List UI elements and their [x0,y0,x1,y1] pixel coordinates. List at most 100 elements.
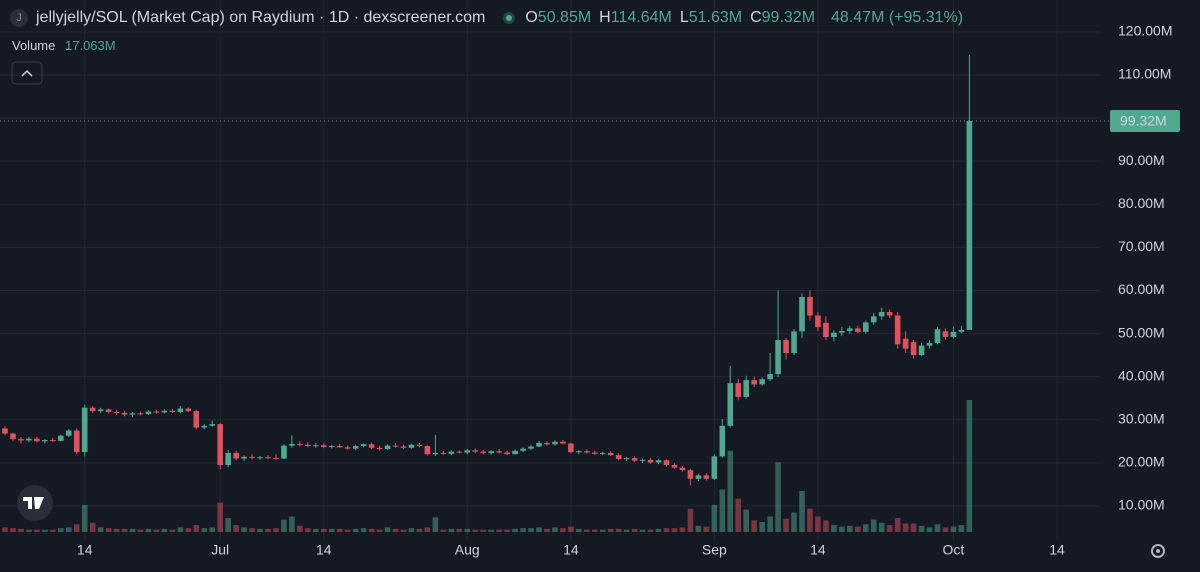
candle-body [520,448,526,451]
candle-body [432,452,439,455]
candle-body [942,331,949,338]
candle-body [137,413,144,415]
candle-body [265,457,271,459]
volume-bar [336,528,343,532]
volume-bar [576,528,582,532]
candle-body [480,451,486,453]
volume-bar [639,529,646,532]
volume-bar [81,504,88,532]
volume-label: Volume [12,38,56,53]
x-tick-label: Jul [211,542,229,558]
candle-body [464,450,471,453]
y-tick-label: 30.00M [1118,410,1165,426]
volume-bar [368,528,375,532]
candle-body [257,457,263,459]
candle-body [321,445,327,447]
candle-body [783,340,789,353]
volume-bar [145,528,152,532]
volume-bar [161,528,168,532]
candle-body [416,444,423,447]
candle-body [249,456,255,458]
volume-bar [153,529,160,532]
volume-bar [862,524,869,532]
candle-body [950,331,957,338]
candle-body [703,475,710,479]
volume-bar [815,516,821,532]
y-tick-label: 20.00M [1118,454,1165,470]
volume-bar [265,528,271,532]
candle-body [193,411,200,428]
token-icon: J [10,9,28,27]
volume-bar [384,527,391,532]
volume-bar [615,528,622,532]
volume-bar [225,518,231,532]
volume-bar [328,528,335,532]
candle-body [408,444,415,448]
candle-body [121,412,128,415]
volume-bar [464,528,471,532]
volume-bar [42,529,48,532]
candle-body [894,315,901,345]
volume-bar [934,524,941,532]
volume-bar [679,527,686,532]
volume-bar [416,528,423,532]
candle-body [472,450,479,452]
candle-body [105,409,112,413]
candle-body [679,467,686,471]
volume-bar [544,528,550,532]
volume-bar [440,529,447,532]
volume-bar [894,518,901,532]
candle-body [488,451,494,453]
status-dot [503,12,516,24]
candle-body [854,328,861,332]
x-tick-label: Aug [455,542,480,558]
y-tick-label: 90.00M [1118,152,1165,168]
volume-bar [321,528,327,532]
settings-icon[interactable] [1151,544,1165,558]
candle-body [65,430,72,436]
volume-bar [831,525,837,532]
volume-bar [552,527,558,532]
candle-body [615,455,622,459]
volume-bar [233,525,239,532]
candle-body [512,450,518,455]
candle-body [496,451,502,453]
volume-bar [496,529,502,532]
candle-body [217,424,223,466]
axes: 10.00M 20.00M 30.00M 40.00M 50.00M 60.00M 70.0… [0,23,1180,558]
candle-body [129,413,136,415]
volume-bar [137,529,144,532]
volume-bar [799,490,805,532]
candle-body [352,446,359,449]
candle-body [870,316,877,323]
grid [0,0,1100,540]
volume-bar [257,528,263,532]
volume-bar [424,527,431,532]
candle-body [591,452,598,454]
volume-bar [472,529,479,532]
candle-body [26,438,32,441]
candle-body [807,296,813,316]
y-tick-label: 50.00M [1118,324,1165,340]
ohlc-label: C [750,9,762,26]
candle-body [934,329,941,344]
volume-bar [791,512,797,532]
volume-bar [520,528,526,532]
collapse-button[interactable] [11,61,43,85]
candle-body [568,443,574,453]
volume-bar [568,526,574,532]
volume-bar [97,527,104,532]
candle-body [727,383,734,426]
volume-bar [823,520,829,532]
candle-body [97,409,104,412]
candle-body [759,379,765,385]
ohlc: O50.85M H114.64M L51.63M C99.32M [525,9,823,27]
x-tick-label: Sep [702,542,727,558]
candle-body [831,332,837,338]
volume-bar [26,529,32,532]
candle-body [599,452,606,454]
volume-bar [432,517,439,532]
volume-bar [647,529,654,532]
candle-body [751,380,757,385]
volume-bar [703,526,710,532]
